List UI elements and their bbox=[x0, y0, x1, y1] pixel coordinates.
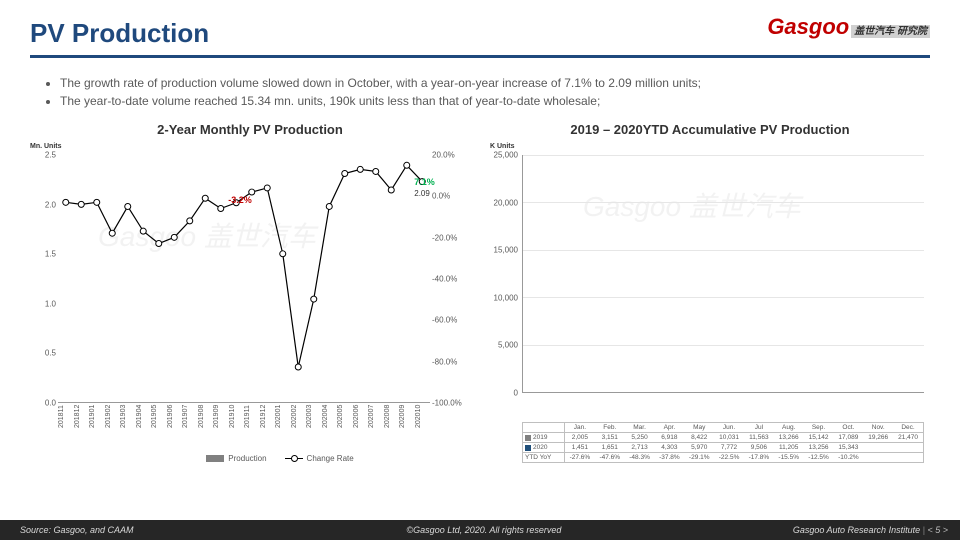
left-legend: Production Change Rate bbox=[130, 454, 430, 463]
page-number: < 5 > bbox=[927, 525, 948, 535]
table-row: YTD YoY-27.6%-47.6%-48.3%-37.8%-29.1%-22… bbox=[523, 453, 923, 462]
y2-ticks: 20.0%0.0%-20.0%-40.0%-60.0%-80.0%-100.0% bbox=[430, 155, 470, 403]
x-label: 202009 bbox=[399, 405, 415, 445]
table-header-cell: Jul bbox=[744, 423, 774, 432]
x-label: 202006 bbox=[353, 405, 369, 445]
table-header-cell: Jan. bbox=[565, 423, 595, 432]
x-labels: 2018112018122019012019022019032019042019… bbox=[58, 405, 430, 445]
x-label: 201908 bbox=[198, 405, 214, 445]
table-header-cell: Feb. bbox=[595, 423, 625, 432]
x-label: 202008 bbox=[384, 405, 400, 445]
x-label: 201812 bbox=[74, 405, 90, 445]
x-label: 202002 bbox=[291, 405, 307, 445]
footer-copyright: ©Gasgoo Ltd, 2020. All rights reserved bbox=[329, 525, 638, 535]
x-label: 202010 bbox=[415, 405, 431, 445]
x-label: 201903 bbox=[120, 405, 136, 445]
footer-institute: Gasgoo Auto Research Institute | < 5 > bbox=[639, 525, 960, 535]
callout: 7.1% bbox=[414, 177, 435, 187]
table-header-row: Jan.Feb.Mar.Apr.MayJun.JulAug.Sep.Oct.No… bbox=[523, 423, 923, 433]
data-table: Jan.Feb.Mar.Apr.MayJun.JulAug.Sep.Oct.No… bbox=[522, 422, 924, 463]
x-label: 201904 bbox=[136, 405, 152, 445]
table-header-cell: May bbox=[684, 423, 714, 432]
x-label: 201901 bbox=[89, 405, 105, 445]
legend-change-rate: Change Rate bbox=[285, 454, 354, 463]
x-label: 201907 bbox=[182, 405, 198, 445]
table-row: 20201,4511,6512,7134,3035,9707,7729,5061… bbox=[523, 443, 923, 453]
left-chart-box: 2-Year Monthly PV Production Mn. Units 2… bbox=[30, 122, 470, 463]
x-label: 201811 bbox=[58, 405, 74, 445]
table-header-cell: Nov. bbox=[863, 423, 893, 432]
x-label: 201905 bbox=[151, 405, 167, 445]
x-label: 202007 bbox=[368, 405, 384, 445]
y1-axis-label: Mn. Units bbox=[30, 143, 62, 150]
right-chart-box: 2019 – 2020YTD Accumulative PV Productio… bbox=[490, 122, 930, 463]
table-header-cell: Oct. bbox=[833, 423, 863, 432]
x-label: 201909 bbox=[213, 405, 229, 445]
table-row: 20192,0053,1515,2506,9188,42210,03111,56… bbox=[523, 433, 923, 443]
left-plot-area: Gasgoo 盖世汽车 -3.2%7.1%2.09 bbox=[58, 155, 430, 403]
left-chart: Mn. Units 2.52.01.51.00.50.0 20.0%0.0%-2… bbox=[30, 143, 470, 463]
y1-ticks: 2.52.01.51.00.50.0 bbox=[30, 155, 58, 403]
right-chart: K Units 25,00020,00015,00010,0005,0000 G… bbox=[490, 143, 930, 463]
left-chart-title: 2-Year Monthly PV Production bbox=[30, 122, 470, 137]
x-label: 201902 bbox=[105, 405, 121, 445]
logo-sub: 盖世汽车 研究院 bbox=[851, 25, 930, 38]
table-header-cell: Sep. bbox=[804, 423, 834, 432]
footer-source: Source: Gasgoo, and CAAM bbox=[0, 525, 329, 535]
table-header-cell: Dec. bbox=[893, 423, 923, 432]
charts-row: 2-Year Monthly PV Production Mn. Units 2… bbox=[0, 122, 960, 463]
right-chart-title: 2019 – 2020YTD Accumulative PV Productio… bbox=[490, 122, 930, 137]
bullet-list: The growth rate of production volume slo… bbox=[0, 66, 960, 122]
table-header-cell: Jun. bbox=[714, 423, 744, 432]
table-header-cell: Aug. bbox=[774, 423, 804, 432]
table-header-cell: Apr. bbox=[654, 423, 684, 432]
yr-axis-label: K Units bbox=[490, 143, 515, 150]
title-underline bbox=[30, 55, 930, 58]
legend-production: Production bbox=[206, 454, 266, 463]
x-label: 201911 bbox=[244, 405, 260, 445]
table-header-cell: Mar. bbox=[625, 423, 655, 432]
bullet-item: The growth rate of production volume slo… bbox=[60, 76, 920, 90]
x-label: 201910 bbox=[229, 405, 245, 445]
line-swatch-icon bbox=[285, 458, 303, 459]
x-label: 202005 bbox=[337, 405, 353, 445]
callout: 2.09 bbox=[414, 189, 430, 198]
bar-swatch-icon bbox=[206, 455, 224, 462]
footer: Source: Gasgoo, and CAAM ©Gasgoo Ltd, 20… bbox=[0, 520, 960, 540]
right-plot-area: Gasgoo 盖世汽车 bbox=[522, 155, 924, 393]
logo-main: Gasgoo bbox=[767, 14, 849, 39]
x-label: 201906 bbox=[167, 405, 183, 445]
logo: Gasgoo盖世汽车 研究院 bbox=[767, 14, 930, 40]
yr-ticks: 25,00020,00015,00010,0005,0000 bbox=[490, 155, 520, 393]
x-label: 202003 bbox=[306, 405, 322, 445]
bullet-item: The year-to-date volume reached 15.34 mn… bbox=[60, 94, 920, 108]
x-label: 201912 bbox=[260, 405, 276, 445]
x-label: 202001 bbox=[275, 405, 291, 445]
x-label: 202004 bbox=[322, 405, 338, 445]
callout: -3.2% bbox=[228, 195, 252, 205]
change-rate-line bbox=[58, 155, 430, 402]
bars-container bbox=[525, 155, 922, 392]
